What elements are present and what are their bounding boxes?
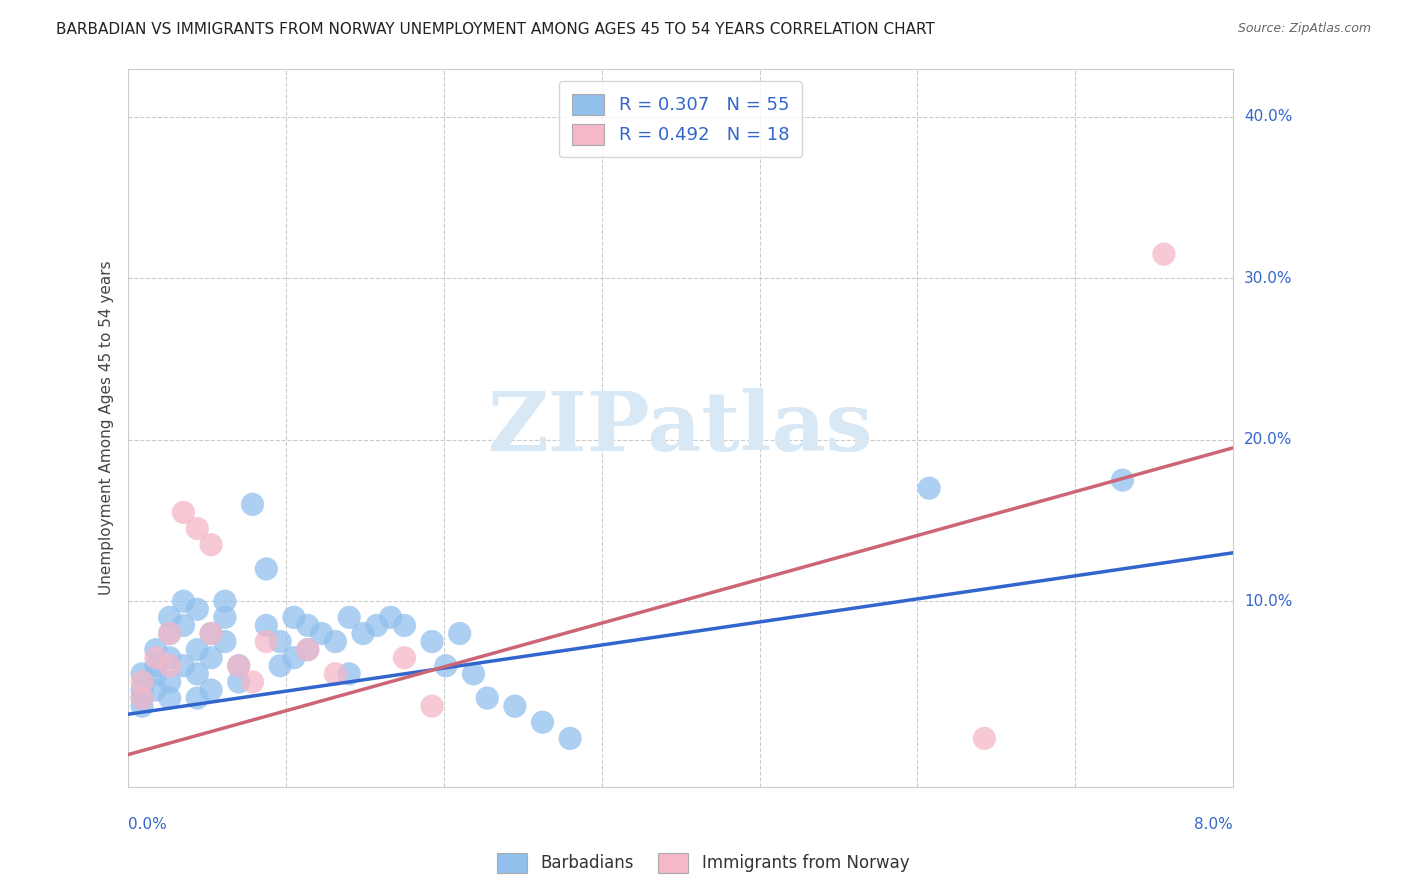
Point [159,691,181,706]
Point [449,626,471,640]
Point [337,610,360,624]
Point [254,562,277,576]
Point [159,626,181,640]
Point [1111,473,1133,487]
Point [366,618,388,632]
Point [173,658,195,673]
Point [131,674,153,689]
Legend: R = 0.307   N = 55, R = 0.492   N = 18: R = 0.307 N = 55, R = 0.492 N = 18 [560,81,801,157]
Point [200,650,222,665]
Point [297,618,319,632]
Point [186,691,208,706]
Point [131,666,153,681]
Text: 8.0%: 8.0% [1194,817,1233,832]
Point [394,618,416,632]
Text: BARBADIAN VS IMMIGRANTS FROM NORWAY UNEMPLOYMENT AMONG AGES 45 TO 54 YEARS CORRE: BARBADIAN VS IMMIGRANTS FROM NORWAY UNEM… [56,22,935,37]
Point [477,691,499,706]
Text: 20.0%: 20.0% [1244,433,1292,447]
Point [311,626,333,640]
Point [173,594,195,608]
Point [325,666,347,681]
Point [228,658,250,673]
Point [242,674,264,689]
Point [394,650,416,665]
Point [173,618,195,632]
Text: 0.0%: 0.0% [128,817,167,832]
Point [159,610,181,624]
Point [1153,247,1175,261]
Point [145,683,167,698]
Point [352,626,374,640]
Point [131,683,153,698]
Point [186,522,208,536]
Text: 30.0%: 30.0% [1244,271,1292,285]
Point [159,650,181,665]
Point [283,650,305,665]
Point [269,658,291,673]
Point [973,731,995,746]
Point [242,497,264,511]
Point [337,666,360,681]
Point [560,731,582,746]
Legend: Barbadians, Immigrants from Norway: Barbadians, Immigrants from Norway [489,847,917,880]
Point [228,674,250,689]
Point [145,650,167,665]
Point [269,634,291,648]
Point [283,610,305,624]
Point [145,666,167,681]
Point [159,626,181,640]
Point [214,610,236,624]
Point [420,634,443,648]
Point [297,642,319,657]
Point [200,538,222,552]
Text: 40.0%: 40.0% [1244,110,1292,125]
Point [186,642,208,657]
Point [131,691,153,706]
Point [297,642,319,657]
Point [145,642,167,657]
Point [131,691,153,706]
Point [918,481,941,495]
Text: 10.0%: 10.0% [1244,594,1292,608]
Point [186,666,208,681]
Point [173,505,195,519]
Point [434,658,457,673]
Point [228,658,250,673]
Point [214,634,236,648]
Point [159,674,181,689]
Point [159,658,181,673]
Point [531,715,554,730]
Point [200,626,222,640]
Point [186,602,208,616]
Point [503,699,526,714]
Point [254,634,277,648]
Point [200,683,222,698]
Point [463,666,485,681]
Point [214,594,236,608]
Point [380,610,402,624]
Point [145,658,167,673]
Point [254,618,277,632]
Text: Source: ZipAtlas.com: Source: ZipAtlas.com [1237,22,1371,36]
Text: ZIPatlas: ZIPatlas [488,388,873,467]
Y-axis label: Unemployment Among Ages 45 to 54 years: Unemployment Among Ages 45 to 54 years [100,260,114,595]
Point [420,699,443,714]
Point [325,634,347,648]
Point [131,699,153,714]
Point [200,626,222,640]
